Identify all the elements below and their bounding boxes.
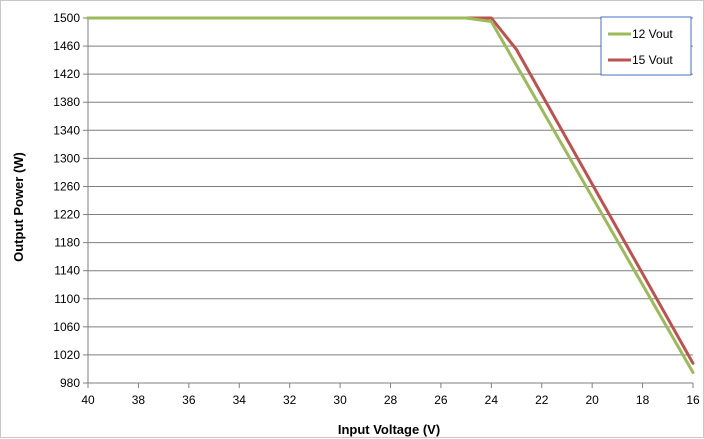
y-tick-label: 1140 <box>54 264 80 278</box>
y-tick-label: 1100 <box>54 292 80 306</box>
x-tick-label: 18 <box>636 393 650 407</box>
y-tick-label: 1260 <box>53 179 80 193</box>
y-tick-label: 1180 <box>54 236 80 250</box>
x-tick-label: 20 <box>585 393 599 407</box>
x-tick-label: 28 <box>384 393 398 407</box>
legend-box <box>600 16 692 76</box>
x-tick-label: 24 <box>485 393 499 407</box>
series-line-12-vout <box>86 16 695 374</box>
y-tick-label: 1460 <box>53 39 80 53</box>
x-axis-title: Input Voltage (V) <box>338 422 440 437</box>
y-tick-label: 1300 <box>53 151 80 165</box>
x-tick-label: 38 <box>132 393 146 407</box>
y-tick-label: 1020 <box>53 348 80 362</box>
x-tick-label: 34 <box>233 393 247 407</box>
x-tick-labels: 40 38 36 34 32 30 28 26 24 22 20 18 16 <box>81 393 700 407</box>
y-tick-label: 1420 <box>53 67 80 81</box>
y-tick-label: 1060 <box>53 320 80 334</box>
series-lines <box>86 16 695 374</box>
x-tick-label: 16 <box>686 393 700 407</box>
y-tick-labels: 980 1020 1060 1100 1140 1180 1220 1260 1300 1340 1… <box>53 11 80 390</box>
x-tick-label: 30 <box>333 393 347 407</box>
y-tick-label: 1220 <box>53 208 80 222</box>
x-tick-label: 40 <box>81 393 95 407</box>
legend: 12 Vout 15 Vout <box>600 16 692 76</box>
y-tick-label: 980 <box>60 376 80 390</box>
x-tick-label: 32 <box>283 393 297 407</box>
y-tick-label: 1340 <box>53 123 80 137</box>
legend-label: 12 Vout <box>632 27 673 41</box>
y-tick-label: 1500 <box>53 11 80 25</box>
x-tick-label: 22 <box>535 393 549 407</box>
x-tick-label: 26 <box>434 393 448 407</box>
legend-label: 15 Vout <box>632 53 673 67</box>
y-tick-label: 1380 <box>53 95 80 109</box>
x-tick-label: 36 <box>182 393 196 407</box>
axes <box>83 17 694 388</box>
y-axis-title: Output Power (W) <box>11 152 26 262</box>
